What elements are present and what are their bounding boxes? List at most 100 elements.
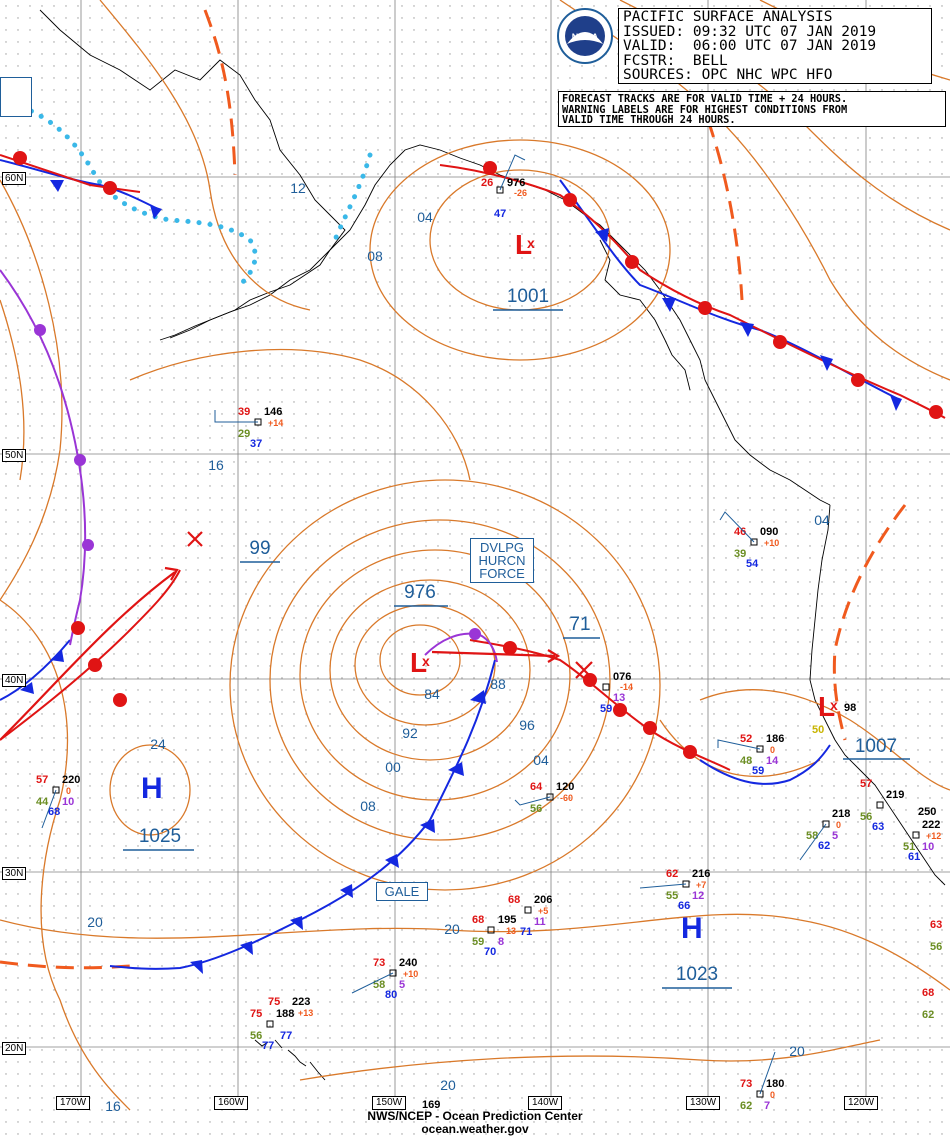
lat-label-20: 20N	[2, 1042, 27, 1055]
station-pressure: 188	[276, 1008, 294, 1020]
hawaii-islands	[254, 1039, 326, 1081]
isobar-label: 16	[208, 457, 224, 473]
station-plot: 57 220 44 0 10 68	[36, 774, 80, 829]
lon-label-130: 130W	[686, 1096, 721, 1110]
isobar-1016-sw	[0, 599, 131, 1111]
track-976	[431, 650, 556, 658]
track-976-arrow	[547, 649, 561, 663]
west-cold-triangles	[20, 650, 64, 694]
station-plot: 75 188 56 77 77	[250, 1008, 294, 1052]
aleutian-peninsula	[159, 249, 331, 341]
station-pressure: 206	[534, 894, 552, 906]
pressure-label: 1023	[676, 964, 718, 985]
station-tendency: 0	[770, 745, 775, 755]
warm-front-bump	[698, 301, 712, 315]
warm-front-bump	[683, 745, 697, 759]
lon-label-140: 140W	[528, 1096, 563, 1110]
warm-front-west	[0, 569, 181, 741]
alaska-panhandle	[564, 199, 831, 506]
forecast-positions	[187, 531, 593, 679]
isobar-label: 08	[367, 248, 383, 264]
station-extra: 8	[498, 936, 504, 948]
station-plot: 222 51 +12 10 61	[903, 819, 941, 863]
isobar-east-1007	[699, 689, 950, 791]
station-marker	[389, 969, 397, 977]
trough-northeast	[706, 119, 744, 301]
high-symbols: H H	[141, 772, 703, 945]
station-extra: 14	[766, 755, 779, 767]
forecast-note-box: FORECAST TRACKS ARE FOR VALID TIME + 24 …	[558, 91, 946, 127]
occluded-bump	[469, 628, 481, 640]
x-marker	[187, 531, 203, 547]
isobar-label: 12	[290, 180, 306, 196]
sources: SOURCES: OPC NHC WPC HFO	[623, 67, 833, 84]
us-west-coast	[809, 504, 946, 886]
station-pressure: 223	[292, 996, 310, 1008]
low-1007-symbol: L	[818, 691, 835, 722]
station-pressure: 186	[766, 733, 784, 745]
warm-front-bump	[625, 255, 639, 269]
station-visibility: 47	[494, 208, 506, 220]
station-plot: 57 219 56 63	[860, 778, 904, 833]
station-plot: 46 090 39 +10 54	[719, 511, 779, 570]
isobar-984	[354, 604, 496, 726]
station-plot: 98 50	[812, 702, 856, 736]
isobar-east-low	[659, 719, 821, 777]
lon-label-120: 120W	[844, 1096, 879, 1110]
isobar-1024-h	[109, 744, 191, 836]
cold-front-east	[699, 744, 831, 785]
logo-text: NOAA	[572, 32, 599, 42]
station-dewpoint: 62	[922, 1009, 934, 1021]
warm-front-ak	[439, 164, 946, 419]
station-pressure: 169	[422, 1099, 440, 1111]
station-tendency: +14	[268, 418, 283, 428]
isobar-label: 96	[519, 717, 535, 733]
trough-east	[832, 504, 907, 741]
isobar-labels: 12 04 08 16 84 88 92 96 00 04 08 24 20 2…	[87, 180, 830, 1114]
gale-warning: GALE	[376, 882, 428, 901]
station-plot: 62 216 55 +7 12 66	[639, 868, 710, 912]
warm-front-bump	[503, 641, 517, 655]
warning-line: DVLPG	[479, 540, 525, 555]
station-pressure: 976	[507, 177, 525, 189]
forecast-pressure-label: 71	[569, 614, 590, 635]
valid-time: VALID: 06:00 UTC 07 JAN 2019	[623, 38, 877, 55]
station-visibility: 63	[872, 821, 884, 833]
station-plot: 169	[422, 1099, 440, 1111]
station-temp: 68	[508, 894, 520, 906]
isobar-label: 84	[424, 686, 440, 702]
low-976-symbol: L	[410, 647, 427, 678]
low-1001-symbol: L	[515, 229, 532, 260]
station-plot: 39 146 29 +14 37	[214, 406, 283, 450]
station-tendency: +13	[298, 1008, 313, 1018]
lon-label-170: 170W	[56, 1096, 91, 1110]
station-tendency: -14	[620, 682, 633, 692]
issued-time: ISSUED: 09:32 UTC 07 JAN 2019	[623, 23, 877, 40]
warm-front-bump	[103, 181, 117, 195]
station-pressure: 120	[556, 781, 574, 793]
station-extra: 5	[399, 979, 405, 991]
station-dewpoint: 39	[734, 548, 746, 560]
station-plot: 076 -14 13 59	[600, 671, 633, 715]
station-marker	[912, 831, 920, 839]
station-pressure: 146	[264, 406, 282, 418]
station-plots: 39 146 29 +14 37 26 976 -26 47 46 090 39…	[36, 154, 942, 1112]
station-temp: 64	[530, 781, 543, 793]
station-plot: 73 240 58 +10 5 80	[351, 957, 418, 1001]
station-dewpoint: 56	[250, 1030, 262, 1042]
station-tendency: 0	[66, 786, 71, 796]
footer-credit: NWS/NCEP - Ocean Prediction Center ocean…	[0, 1110, 950, 1136]
pressure-label: 1001	[507, 286, 549, 307]
cold-front-nw	[0, 159, 161, 211]
warm-front-bump	[851, 373, 865, 387]
isobar-label: 08	[360, 798, 376, 814]
station-extra: 10	[62, 796, 74, 808]
lat-label-50: 50N	[2, 449, 27, 462]
cold-front-west	[0, 639, 71, 701]
pressure-label: 1007	[855, 736, 897, 757]
station-tendency: +12	[926, 831, 941, 841]
station-dewpoint: 51	[903, 841, 915, 853]
station-extra: 12	[692, 890, 704, 902]
station-marker	[602, 683, 610, 691]
